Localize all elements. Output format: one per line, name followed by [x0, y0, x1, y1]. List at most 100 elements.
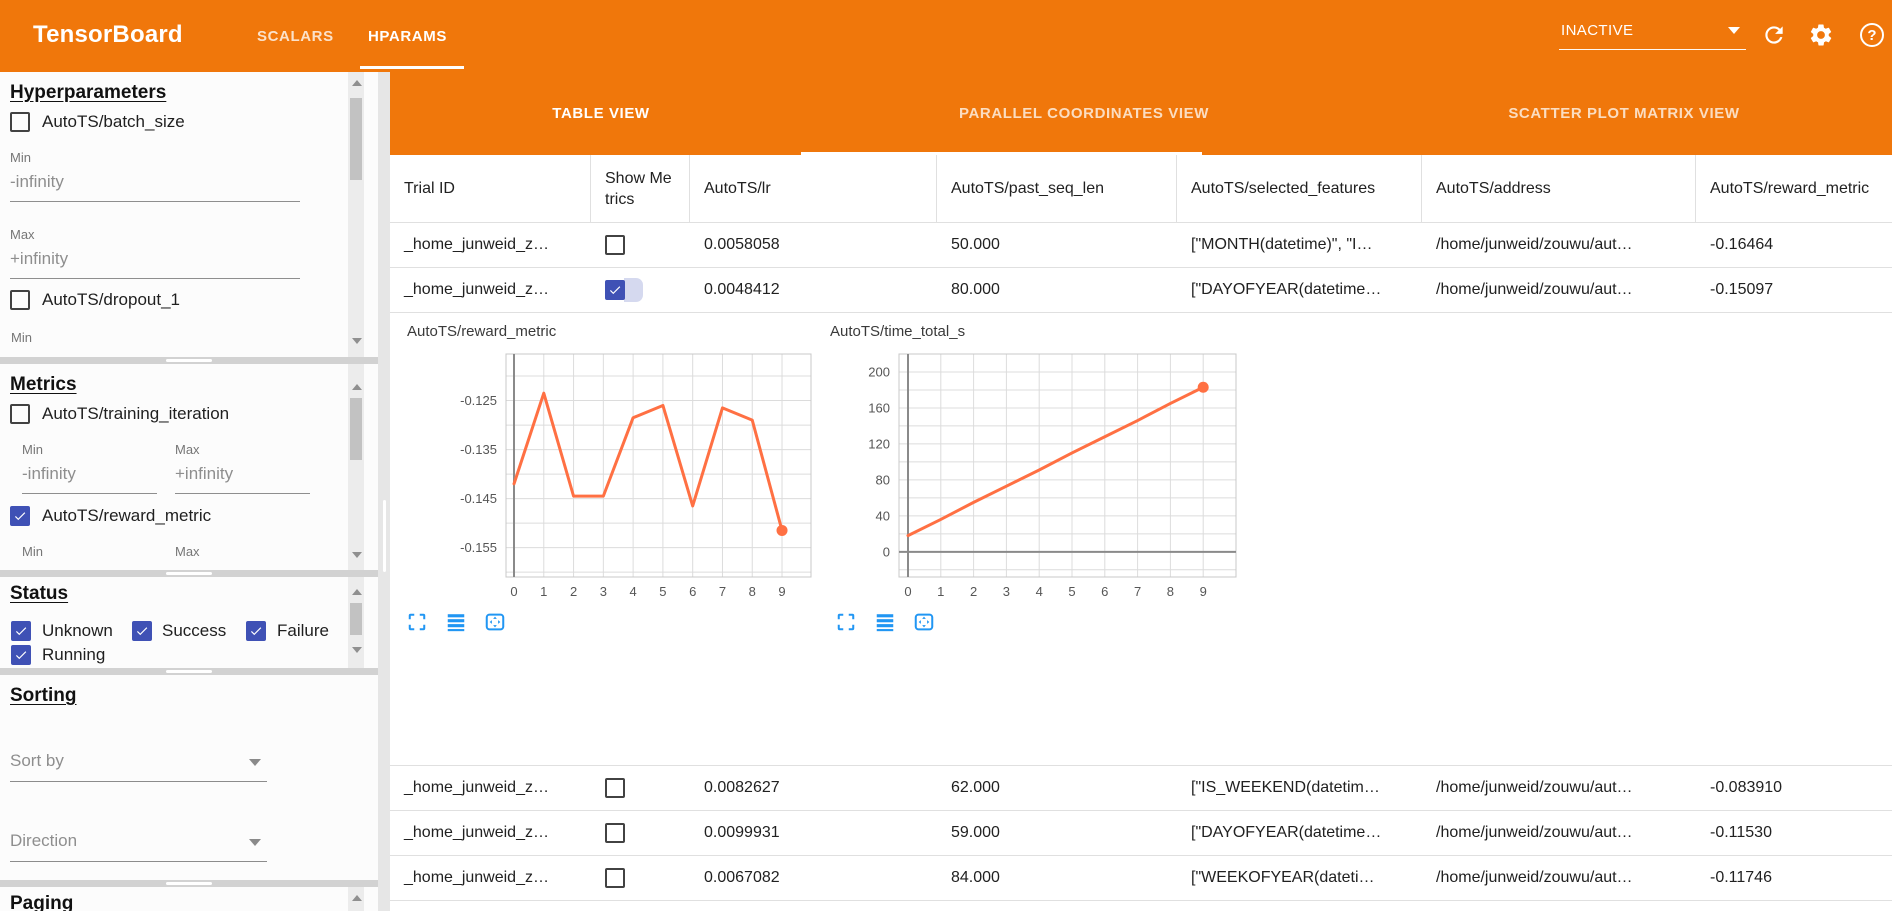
checkbox-checked[interactable] — [11, 645, 31, 665]
chart-title: AutoTS/reward_metric — [407, 323, 557, 340]
pan-icon[interactable] — [484, 611, 506, 633]
svg-text:7: 7 — [719, 584, 726, 599]
column-header-show-metrics[interactable]: Show Metrics — [591, 155, 690, 222]
svg-text:4: 4 — [630, 584, 637, 599]
cell-trial-id: _home_junweid_z… — [404, 281, 549, 298]
scrollbar-thumb[interactable] — [350, 98, 362, 180]
hparam-label: AutoTS/batch_size — [42, 112, 185, 131]
status-option-failure[interactable]: Failure — [246, 621, 329, 641]
cell-trial-id: _home_junweid_z… — [404, 779, 549, 796]
tab-scalars[interactable]: SCALARS — [257, 28, 334, 45]
tab-hparams[interactable]: HPARAMS — [368, 28, 447, 45]
checkbox-checked[interactable] — [132, 621, 152, 641]
show-metrics-checkbox[interactable] — [605, 280, 625, 300]
scroll-up-icon[interactable] — [352, 80, 362, 86]
tab-parallel-coordinates-view[interactable]: PARALLEL COORDINATES VIEW — [958, 105, 1209, 122]
checkbox-unchecked[interactable] — [10, 404, 30, 424]
status-heading[interactable]: Status — [10, 583, 69, 604]
max-field: Max +infinity — [175, 442, 310, 494]
min-input[interactable]: -infinity — [22, 464, 157, 494]
run-status-select[interactable]: INACTIVE — [1559, 17, 1746, 50]
sidebar: Hyperparameters AutoTS/batch_size Min -i… — [0, 72, 390, 911]
reward-metric-line-chart[interactable]: -0.125 -0.135 -0.145 -0.155 0 1 2 3 4 5 6 7 8 9 — [390, 343, 830, 633]
svg-text:-0.145: -0.145 — [460, 491, 497, 506]
direction-select[interactable]: Direction — [10, 831, 267, 862]
max-input[interactable]: +infinity — [10, 249, 300, 279]
status-option-unknown[interactable]: Unknown — [11, 621, 113, 641]
sidebar-section-paging: Paging — [0, 887, 378, 911]
column-header-lr[interactable]: AutoTS/lr — [690, 155, 937, 222]
show-metrics-checkbox[interactable] — [605, 868, 625, 888]
sorting-heading[interactable]: Sorting — [10, 685, 77, 706]
section-resize-handle[interactable] — [0, 357, 378, 364]
time-total-line-chart[interactable]: 0 40 80 120 160 200 0 1 2 3 4 5 6 7 8 9 — [813, 343, 1263, 633]
column-header-trial-id[interactable]: Trial ID — [390, 155, 591, 222]
hparam-item-batch-size[interactable]: AutoTS/batch_size — [10, 112, 185, 132]
help-icon[interactable]: ? — [1860, 23, 1884, 47]
active-view-indicator — [801, 152, 1202, 155]
sort-by-select[interactable]: Sort by — [10, 751, 267, 782]
tab-table-view[interactable]: TABLE VIEW — [552, 105, 650, 122]
status-option-success[interactable]: Success — [132, 621, 226, 641]
scroll-down-icon[interactable] — [352, 647, 362, 653]
scroll-down-icon[interactable] — [352, 552, 362, 558]
hparam-item-dropout-1[interactable]: AutoTS/dropout_1 — [10, 290, 180, 310]
show-metrics-checkbox[interactable] — [605, 778, 625, 798]
main-content: TABLE VIEW PARALLEL COORDINATES VIEW SCA… — [390, 72, 1892, 911]
fullscreen-icon[interactable] — [406, 611, 428, 633]
max-input[interactable]: +infinity — [175, 464, 310, 494]
pan-icon[interactable] — [913, 611, 935, 633]
hyperparameters-heading[interactable]: Hyperparameters — [10, 82, 167, 103]
scrollbar-thumb[interactable] — [350, 603, 362, 635]
min-input[interactable]: -infinity — [10, 172, 300, 202]
cell-address: /home/junweid/zouwu/aut… — [1436, 281, 1633, 298]
cell-reward-metric: -0.15097 — [1710, 281, 1774, 298]
sidebar-splitter[interactable] — [378, 72, 390, 911]
column-header-past-seq-len[interactable]: AutoTS/past_seq_len — [937, 155, 1177, 222]
show-metrics-checkbox[interactable] — [605, 823, 625, 843]
metrics-heading[interactable]: Metrics — [10, 374, 77, 395]
status-option-running[interactable]: Running — [11, 645, 105, 665]
min-label: Min — [10, 150, 31, 165]
cell-selected-features: ["DAYOFYEAR(datetime… — [1191, 824, 1382, 841]
section-scrollbar[interactable] — [348, 364, 364, 570]
checkbox-unchecked[interactable] — [10, 112, 30, 132]
show-metrics-checkbox[interactable] — [605, 235, 625, 255]
checkbox-checked[interactable] — [246, 621, 266, 641]
app-header: TensorBoard SCALARS HPARAMS INACTIVE ? — [0, 0, 1892, 72]
paging-heading[interactable]: Paging — [10, 893, 74, 911]
cell-address: /home/junweid/zouwu/aut… — [1436, 236, 1633, 253]
metric-item-training-iteration[interactable]: AutoTS/training_iteration — [10, 404, 229, 424]
scroll-down-icon[interactable] — [352, 338, 362, 344]
splitter-handle[interactable] — [383, 500, 386, 572]
section-resize-handle[interactable] — [0, 570, 378, 577]
metric-label: AutoTS/training_iteration — [42, 404, 230, 423]
metric-item-reward-metric[interactable]: AutoTS/reward_metric — [10, 506, 211, 526]
checkbox-checked[interactable] — [10, 506, 30, 526]
svg-text:200: 200 — [868, 364, 890, 379]
table-header: Trial ID Show Metrics AutoTS/lr AutoTS/p… — [390, 155, 1892, 223]
cell-lr: 0.0099931 — [704, 824, 780, 841]
section-resize-handle[interactable] — [0, 880, 378, 887]
reload-icon[interactable] — [1761, 22, 1787, 48]
min-field: Min -infinity — [10, 150, 300, 202]
scroll-up-icon[interactable] — [352, 384, 362, 390]
scroll-up-icon[interactable] — [352, 589, 362, 595]
rows-icon[interactable] — [445, 611, 467, 633]
rows-icon[interactable] — [874, 611, 896, 633]
column-header-selected-features[interactable]: AutoTS/selected_features — [1177, 155, 1422, 222]
checkbox-checked[interactable] — [11, 621, 31, 641]
scroll-up-icon[interactable] — [352, 895, 362, 901]
table-row: _home_junweid_z… 0.0058058 50.000 ["MONTH(d… — [390, 223, 1892, 268]
column-header-reward-metric[interactable]: AutoTS/reward_metric — [1710, 180, 1870, 197]
settings-icon[interactable] — [1808, 22, 1834, 48]
svg-text:160: 160 — [868, 400, 890, 415]
section-resize-handle[interactable] — [0, 668, 378, 675]
cell-trial-id: _home_junweid_z… — [404, 236, 549, 253]
tab-scatter-plot-matrix-view[interactable]: SCATTER PLOT MATRIX VIEW — [1508, 105, 1740, 122]
scrollbar-thumb[interactable] — [350, 398, 362, 460]
svg-text:8: 8 — [1167, 584, 1174, 599]
column-header-address[interactable]: AutoTS/address — [1422, 155, 1696, 222]
fullscreen-icon[interactable] — [835, 611, 857, 633]
checkbox-unchecked[interactable] — [10, 290, 30, 310]
